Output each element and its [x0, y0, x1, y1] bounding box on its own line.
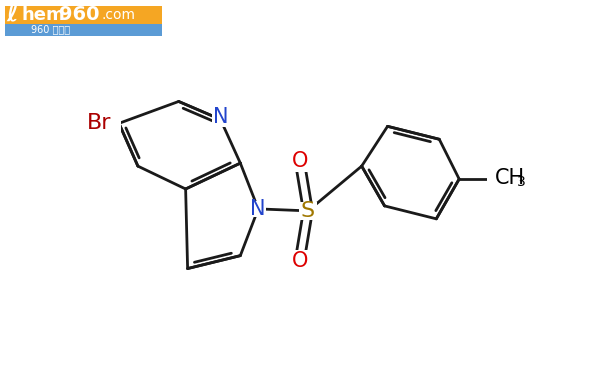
Bar	[291, 154, 309, 172]
Text: 960 化工网: 960 化工网	[31, 24, 71, 34]
Bar	[487, 170, 527, 188]
Text: O: O	[292, 151, 308, 171]
Bar	[212, 111, 229, 128]
Bar	[5, 24, 162, 36]
Text: O: O	[292, 251, 308, 271]
Text: Br: Br	[87, 113, 111, 134]
Text: N: N	[213, 107, 228, 128]
Text: .com: .com	[101, 8, 135, 22]
Text: N: N	[250, 199, 266, 219]
Text: 960: 960	[59, 5, 100, 24]
Text: ℓ: ℓ	[7, 3, 18, 27]
Text: 3: 3	[517, 175, 526, 189]
Text: CH: CH	[495, 168, 525, 188]
Bar	[291, 250, 309, 268]
Text: S: S	[301, 201, 315, 221]
Text: hem: hem	[22, 6, 65, 24]
FancyBboxPatch shape	[5, 6, 162, 36]
Bar	[81, 114, 121, 132]
Bar	[299, 202, 317, 220]
Bar	[250, 201, 266, 217]
